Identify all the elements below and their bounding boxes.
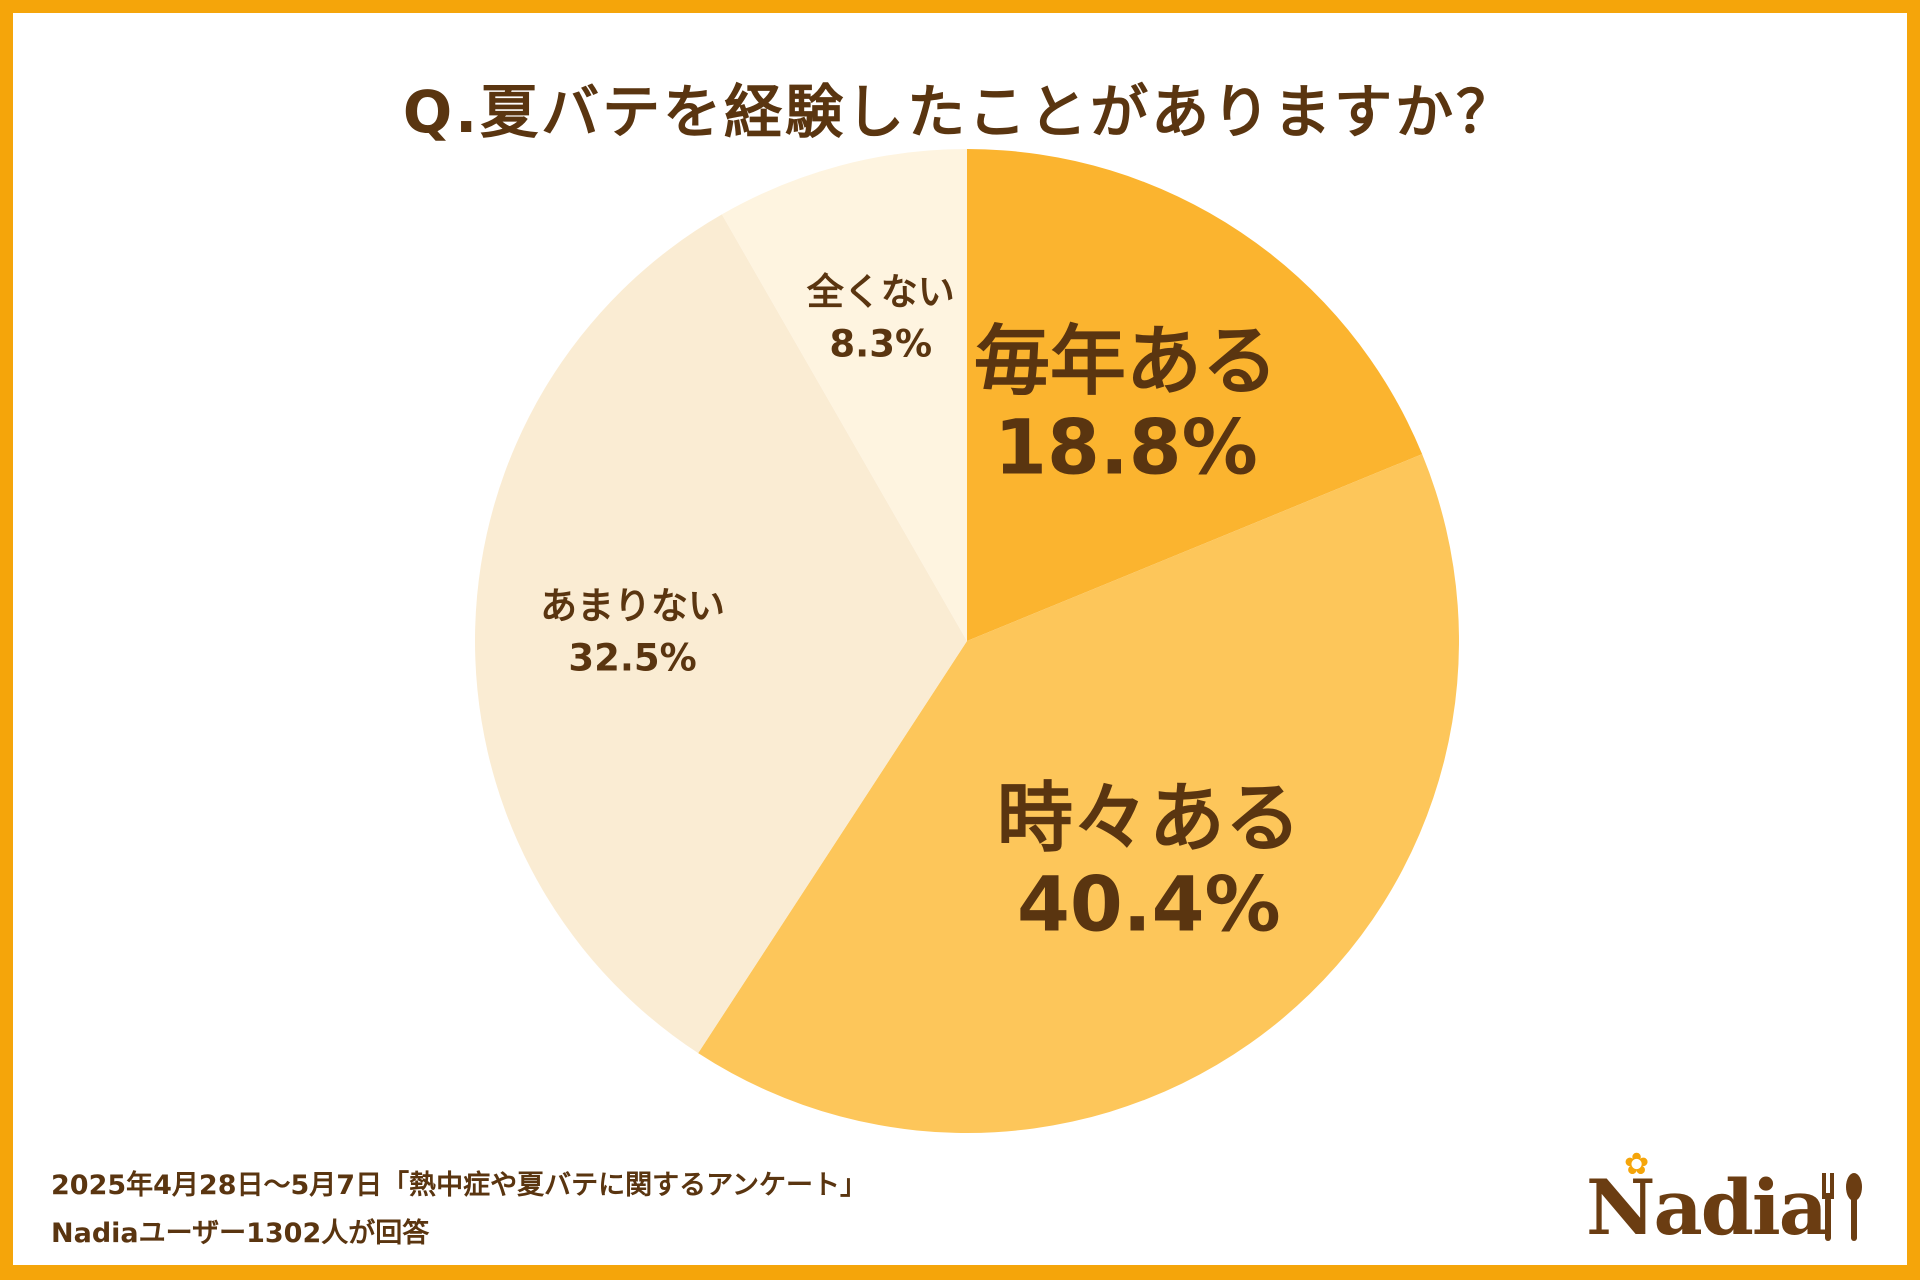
slice-value-1: 40.4% xyxy=(1017,859,1281,948)
nadia-logo: Nadia ✿ xyxy=(1586,1147,1876,1253)
pie-slice-0 xyxy=(967,149,1423,641)
slice-label-1: 時々ある xyxy=(997,773,1301,862)
pie-slice-3 xyxy=(721,149,967,641)
slice-label-0: 毎年ある xyxy=(974,317,1278,406)
survey-date-note: 2025年4月28日～5月7日「熱中症や夏バテに関するアンケート」 xyxy=(51,1170,867,1201)
pie-slice-1 xyxy=(698,454,1459,1133)
fork-spoon-icon xyxy=(1822,1173,1862,1241)
chart-frame: Q.夏バテを経験したことがありますか？ 毎年ある 18.8% 時々ある 40.4% あま… xyxy=(13,13,1907,1265)
logo-text: Nadia xyxy=(1586,1163,1828,1252)
pie-slice-2 xyxy=(475,214,967,1054)
chart-title: Q.夏バテを経験したことがありますか？ xyxy=(402,78,1518,146)
flower-star-icon: ✿ xyxy=(1624,1147,1650,1182)
slice-value-0: 18.8% xyxy=(994,403,1258,492)
slice-label-3: 全くない xyxy=(806,271,955,314)
slice-value-2: 32.5% xyxy=(568,636,696,679)
respondent-note: Nadiaユーザー1302人が回答 xyxy=(51,1218,430,1249)
slice-label-2: あまりない xyxy=(540,584,725,627)
slice-value-3: 8.3% xyxy=(829,323,932,366)
